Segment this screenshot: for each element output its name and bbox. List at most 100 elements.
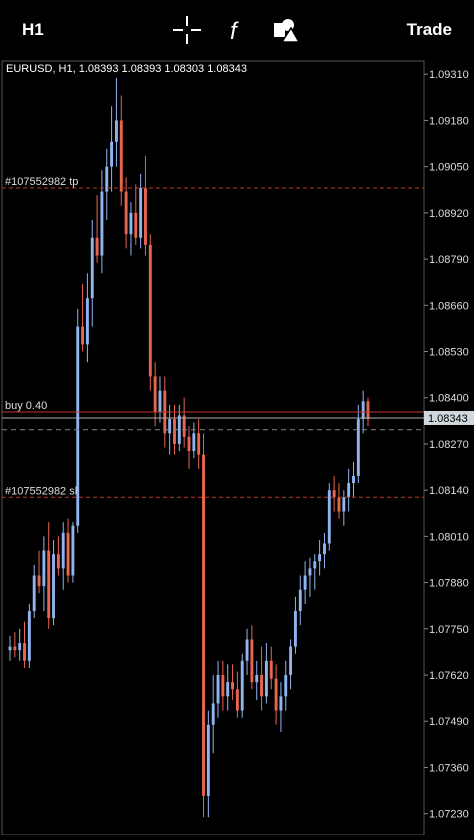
candle-body xyxy=(182,415,186,437)
current-price-label: 1.08343 xyxy=(428,413,468,425)
candle-body xyxy=(245,639,249,661)
candle-body xyxy=(71,525,75,576)
candle-body xyxy=(337,497,341,512)
candle-body xyxy=(105,166,109,192)
y-tick-label: 1.07750 xyxy=(429,624,469,636)
candle-body xyxy=(293,611,297,647)
order-lines: #107552982 tp #107552982 sl buy 0.40 1.0834… xyxy=(2,176,474,498)
candle-body xyxy=(279,696,283,711)
y-tick-label: 1.09050 xyxy=(429,162,469,174)
candle-body xyxy=(148,244,152,377)
candle-body xyxy=(23,643,26,661)
candle-body xyxy=(187,436,191,452)
candle-body xyxy=(356,419,360,476)
price-axis: 1.09310 1.09180 1.09050 1.08920 1.08790 1.086… xyxy=(424,69,469,821)
candle-body xyxy=(129,212,133,235)
chart-svg[interactable]: 1.09310 1.09180 1.09050 1.08920 1.08790 1.086… xyxy=(0,60,474,836)
candle-body xyxy=(114,120,118,142)
candle-body xyxy=(76,326,80,526)
candle-body xyxy=(318,554,322,562)
candle-body xyxy=(303,575,307,590)
candle-body xyxy=(13,646,17,651)
candle-body xyxy=(81,326,85,345)
candle-body xyxy=(139,187,143,238)
candles-layer xyxy=(8,77,370,818)
candle-body xyxy=(269,660,273,679)
candle-body xyxy=(66,532,70,576)
candle-body xyxy=(260,675,264,697)
timeframe-button[interactable]: H1 xyxy=(22,20,44,39)
candle-body xyxy=(47,550,51,619)
candle-body xyxy=(173,419,176,444)
candle-body xyxy=(27,611,31,661)
candle-body xyxy=(332,490,336,498)
candle-body xyxy=(37,575,41,587)
candle-body xyxy=(284,675,288,697)
candle-body xyxy=(235,689,239,711)
candle-body xyxy=(144,187,147,245)
y-tick-label: 1.08790 xyxy=(429,254,469,266)
candle-body xyxy=(361,401,365,420)
candle-body xyxy=(342,497,346,512)
y-tick-label: 1.09310 xyxy=(429,69,469,81)
candle-body xyxy=(18,643,22,651)
trade-button[interactable]: Trade xyxy=(406,20,452,39)
candle-body xyxy=(119,120,123,192)
price-chart[interactable]: 1.09310 1.09180 1.09050 1.08920 1.08790 1.086… xyxy=(0,60,474,836)
y-tick-label: 1.08530 xyxy=(429,347,469,359)
y-tick-label: 1.08010 xyxy=(429,531,469,543)
y-tick-label: 1.08660 xyxy=(429,300,469,312)
candle-body xyxy=(221,675,225,697)
candle-body xyxy=(264,660,268,697)
candle-body xyxy=(95,237,99,256)
y-tick-label: 1.08920 xyxy=(429,208,469,220)
y-tick-label: 1.07230 xyxy=(429,809,469,821)
take-profit-label: #107552982 tp xyxy=(5,176,78,188)
candle-body xyxy=(313,561,317,569)
candle-body xyxy=(250,639,254,683)
candle-body xyxy=(100,191,104,256)
indicators-icon[interactable]: f xyxy=(221,14,253,46)
symbol-info: EURUSD, H1, 1.08393 1.08393 1.08303 1.08… xyxy=(6,63,247,75)
candle-body xyxy=(206,724,210,796)
candle-body xyxy=(134,212,138,238)
candle-body xyxy=(61,532,65,569)
y-tick-label: 1.07620 xyxy=(429,670,469,682)
candle-body xyxy=(231,682,234,690)
candle-body xyxy=(226,682,230,697)
candle-body xyxy=(197,433,201,455)
candle-body xyxy=(158,390,162,412)
candle-body xyxy=(202,454,205,796)
candle-body xyxy=(168,419,172,434)
y-tick-label: 1.07880 xyxy=(429,578,469,590)
candle-body xyxy=(90,237,94,299)
y-tick-label: 1.08270 xyxy=(429,439,469,451)
candle-body xyxy=(85,298,89,345)
candle-body xyxy=(211,703,215,725)
candle-body xyxy=(192,433,196,452)
candle-body xyxy=(347,483,351,498)
candle-body xyxy=(32,575,36,612)
candle-body xyxy=(56,554,60,569)
svg-text:f: f xyxy=(230,18,239,45)
candle-body xyxy=(255,675,259,683)
y-tick-label: 1.07490 xyxy=(429,716,469,728)
current-price-badge xyxy=(424,410,474,425)
candle-body xyxy=(323,543,326,555)
candle-body xyxy=(8,646,12,651)
candle-body xyxy=(110,141,114,167)
candle-body xyxy=(289,646,293,676)
stop-loss-label: #107552982 sl xyxy=(5,485,77,497)
candle-body xyxy=(274,678,278,711)
candle-body xyxy=(124,191,128,235)
candle-body xyxy=(42,550,46,587)
candle-body xyxy=(352,475,355,484)
top-toolbar: H1 f Trade xyxy=(0,0,474,60)
y-tick-label: 1.07360 xyxy=(429,762,469,774)
crosshair-icon[interactable] xyxy=(171,14,203,46)
objects-icon[interactable] xyxy=(271,14,303,46)
candle-body xyxy=(298,589,302,612)
y-tick-label: 1.09180 xyxy=(429,115,469,127)
candle-body xyxy=(240,660,244,711)
candle-body xyxy=(308,568,312,576)
